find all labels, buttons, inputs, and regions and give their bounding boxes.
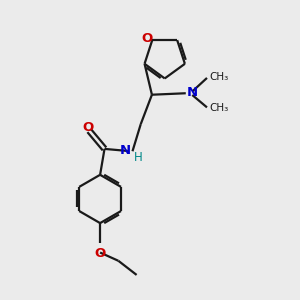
Text: CH₃: CH₃ <box>209 72 228 82</box>
Text: CH₃: CH₃ <box>209 103 228 113</box>
Text: O: O <box>141 32 153 45</box>
Text: N: N <box>120 144 131 157</box>
Text: N: N <box>187 86 198 99</box>
Text: O: O <box>82 121 93 134</box>
Text: H: H <box>134 151 142 164</box>
Text: O: O <box>95 247 106 260</box>
